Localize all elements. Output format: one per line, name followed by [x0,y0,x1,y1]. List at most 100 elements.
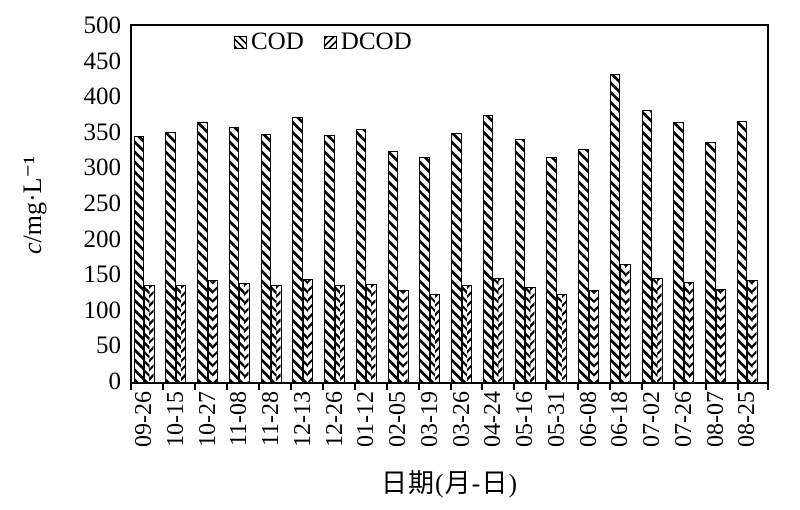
x-tick-label-04-24: 04-24 [480,391,507,447]
x-tick-mark [130,384,132,390]
x-tick-mark [641,384,644,390]
legend-label-dcod: DCOD [340,28,412,55]
legend-marker-cod-hatch-icon [234,35,247,49]
x-tick-label-02-05: 02-05 [385,391,411,447]
bar-dcod-09-26 [144,285,155,382]
bar-cod-11-28 [260,134,271,382]
x-tick-mark [161,384,164,390]
x-tick-mark [577,384,580,390]
bar-dcod-06-18 [620,263,631,382]
legend-label-cod: COD [251,28,304,55]
bar-dcod-05-31 [556,294,568,382]
x-tick-label-08-25: 08-25 [734,391,761,447]
x-tick-label-03-26: 03-26 [448,391,475,447]
bar-dcod-07-26 [683,281,695,382]
bar-cod-03-26 [451,132,462,382]
y-tick-label-0: 0 [108,368,122,395]
x-tick-mark [767,384,769,390]
bar-dcod-06-08 [588,290,599,382]
x-tick-mark [321,384,324,390]
x-tick-mark [609,384,612,390]
bar-cod-05-16 [514,138,525,382]
bar-cod-11-08 [228,127,240,382]
bar-dcod-02-05 [398,290,409,382]
x-tick-label-01-12: 01-12 [353,391,380,447]
bar-cod-03-19 [419,157,430,382]
y-tick-label-350: 350 [83,118,122,146]
x-tick-mark [737,384,740,390]
y-tick-label-50: 50 [96,332,121,360]
x-tick-mark [385,384,388,390]
x-tick-mark [705,384,708,390]
bar-cod-10-15 [165,132,176,382]
x-tick-label-10-15: 10-15 [162,391,189,447]
y-tick-label-450: 450 [83,47,122,75]
legend-item-dcod: DCOD [323,28,412,55]
bar-cod-02-05 [387,150,398,382]
x-tick-label-03-19: 03-19 [416,391,443,447]
x-tick-label-12-26: 12-26 [321,391,348,447]
y-tick-label-500: 500 [83,12,122,39]
y-tick-label-150: 150 [83,261,122,289]
bar-dcod-03-19 [429,294,441,382]
bar-cod-06-08 [578,149,589,382]
bar-cod-07-02 [641,110,652,382]
bar-dcod-03-26 [461,285,472,382]
bar-cod-12-13 [292,117,303,382]
x-tick-mark [417,384,420,390]
x-tick-label-05-16: 05-16 [512,391,538,447]
bar-dcod-08-25 [747,280,758,382]
x-tick-mark [225,384,228,390]
y-tick-label-200: 200 [83,225,122,253]
bar-cod-04-24 [482,115,494,382]
x-tick-mark [257,384,260,390]
x-tick-mark [481,384,484,390]
bar-cod-01-12 [355,129,367,382]
bar-cod-10-27 [197,122,208,382]
x-tick-label-11-28: 11-28 [258,391,284,447]
bar-dcod-12-26 [334,285,345,382]
x-tick-mark [545,384,548,390]
bar-dcod-05-16 [525,287,536,382]
x-tick-mark [673,384,676,390]
bar-dcod-11-28 [271,285,282,382]
bar-dcod-01-12 [366,283,377,382]
x-tick-label-12-13: 12-13 [289,391,316,447]
legend: COD DCOD [234,29,412,55]
x-tick-label-10-27: 10-27 [194,391,221,447]
bar-dcod-08-07 [715,289,726,382]
bar-dcod-10-15 [175,285,187,382]
y-tick-label-100: 100 [83,296,122,324]
bar-dcod-11-08 [239,283,250,382]
x-tick-label-06-18: 06-18 [607,391,634,447]
x-tick-label-07-26: 07-26 [670,391,697,447]
x-tick-label-06-08: 06-08 [575,391,602,447]
bar-cod-08-25 [736,120,748,382]
y-tick-label-300: 300 [83,154,122,182]
bar-cod-07-26 [673,122,684,382]
legend-item-cod: COD [234,29,304,55]
x-tick-mark [193,384,196,390]
y-tick-label-250: 250 [83,190,122,217]
bar-cod-06-18 [609,73,621,382]
x-axis-title: 日期(月-日) [381,469,518,498]
x-tick-mark [513,384,516,390]
bar-dcod-10-27 [207,280,218,382]
x-tick-label-09-26: 09-26 [131,391,157,447]
x-tick-mark [353,384,356,390]
bar-dcod-07-02 [652,278,663,382]
bar-dcod-12-13 [302,278,314,382]
bar-cod-09-26 [133,136,144,382]
legend-marker-dcod-hatch-icon [323,35,337,49]
x-tick-label-11-08: 11-08 [226,391,253,447]
x-tick-mark [449,384,452,390]
bar-dcod-04-24 [493,278,504,382]
bar-cod-05-31 [546,157,557,382]
x-tick-label-08-07: 08-07 [702,391,729,447]
x-tick-label-05-31: 05-31 [543,391,570,447]
plot-area [130,24,769,384]
x-tick-mark [289,384,292,390]
bar-cod-12-26 [324,134,335,382]
y-tick-label-400: 400 [83,83,122,111]
